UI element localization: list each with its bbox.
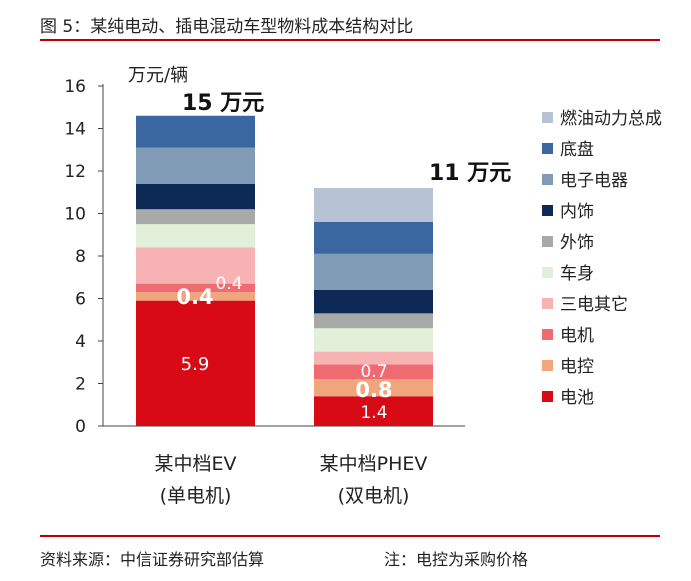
legend-label-series-2: 电控 — [560, 357, 594, 377]
data-label: 5.9 — [181, 354, 210, 375]
y-tick-label: 8 — [75, 247, 86, 267]
y-tick-label: 0 — [75, 417, 86, 437]
x-tick-sublabel: (双电机) — [338, 485, 410, 507]
legend-label-series-4: 三电其它 — [560, 295, 628, 315]
bar-segment-4-cat-1 — [136, 247, 255, 284]
bar-segment-8-cat-1 — [136, 147, 255, 184]
bar-segment-5-cat-1 — [136, 224, 255, 248]
legend-swatch-series-9 — [542, 143, 553, 154]
data-label: 1.4 — [360, 403, 387, 423]
footer-rule — [40, 535, 660, 537]
bar-segment-8-cat-2 — [314, 253, 433, 290]
y-tick-label: 14 — [64, 120, 86, 140]
bar-segment-9-cat-2 — [314, 222, 433, 254]
legend-swatch-series-5 — [542, 267, 553, 278]
legend-label-series-9: 底盘 — [560, 140, 594, 160]
bar-segment-1-cat-1 — [136, 300, 255, 426]
data-label: 0.7 — [360, 362, 387, 382]
legend-label-series-6: 外饰 — [560, 233, 594, 253]
legend-swatch-series-3 — [542, 329, 553, 340]
y-axis-label: 万元/辆 — [128, 65, 188, 86]
x-tick-sublabel: (单电机) — [160, 485, 232, 507]
legend-label-series-10: 燃油动力总成 — [560, 109, 662, 129]
bar-segment-2-cat-2 — [314, 379, 433, 397]
title-rule — [40, 39, 660, 41]
bar-segment-7-cat-2 — [314, 290, 433, 314]
data-label: 0.8 — [355, 378, 392, 402]
legend-swatch-series-4 — [542, 298, 553, 309]
bar-segment-6-cat-1 — [136, 209, 255, 225]
y-tick-label: 10 — [64, 205, 86, 225]
source-note: 资料来源：中信证券研究部估算 — [40, 550, 265, 569]
bar-segment-7-cat-1 — [136, 183, 255, 210]
y-tick-label: 16 — [64, 77, 86, 97]
legend-swatch-series-8 — [542, 174, 553, 185]
bar-total-label: 11 万元 — [429, 161, 511, 186]
legend-swatch-series-1 — [542, 391, 553, 402]
legend-label-series-8: 电子电器 — [560, 171, 628, 191]
figure-title: 图 5：某纯电动、插电混动车型物料成本结构对比 — [40, 17, 414, 37]
bar-segment-4-cat-2 — [314, 351, 433, 365]
x-tick-label: 某中档EV — [154, 453, 236, 475]
bar-total-label: 15 万元 — [182, 91, 264, 116]
bar-segment-1-cat-2 — [314, 396, 433, 426]
bar-segment-9-cat-1 — [136, 115, 255, 148]
bar-segment-10-cat-2 — [314, 188, 433, 222]
legend-swatch-series-2 — [542, 360, 553, 371]
y-tick-label: 12 — [64, 162, 86, 182]
legend-label-series-3: 电机 — [560, 326, 594, 346]
bar-segment-6-cat-2 — [314, 313, 433, 329]
footnote: 注：电控为采购价格 — [384, 550, 529, 569]
data-label: 0.4 — [176, 285, 213, 309]
legend-swatch-series-10 — [542, 112, 553, 123]
bar-segment-2-cat-1 — [136, 292, 255, 301]
legend-swatch-series-6 — [542, 236, 553, 247]
x-tick-label: 某中档PHEV — [320, 453, 428, 475]
data-label: 0.4 — [215, 274, 242, 294]
legend-swatch-series-7 — [542, 205, 553, 216]
legend-label-series-5: 车身 — [560, 264, 594, 284]
legend-label-series-7: 内饰 — [560, 202, 594, 222]
y-tick-label: 6 — [75, 290, 86, 310]
y-tick-label: 4 — [75, 332, 86, 352]
bar-segment-3-cat-2 — [314, 364, 433, 380]
bar-segment-5-cat-2 — [314, 328, 433, 352]
y-tick-label: 2 — [75, 375, 86, 395]
legend-label-series-1: 电池 — [560, 388, 594, 408]
bar-segment-3-cat-1 — [136, 283, 255, 293]
